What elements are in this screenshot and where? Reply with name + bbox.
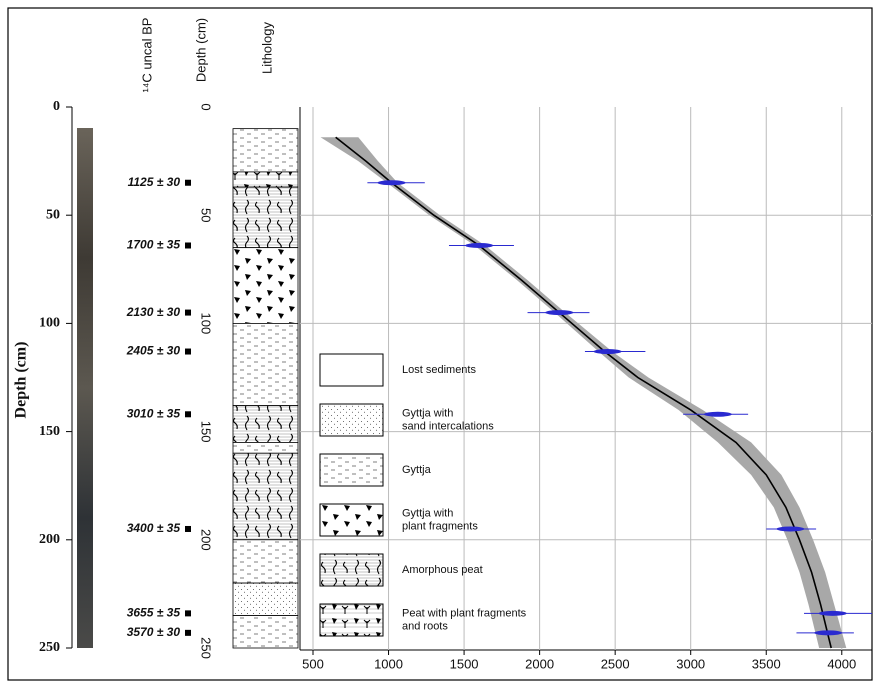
lithology-layer [233,406,298,443]
date-point [545,310,573,315]
y-tick-label: 250 [39,640,60,655]
y-tick-label: 200 [39,532,60,547]
legend-label: Gyttja with [402,407,453,419]
y-axis-title: Depth (cm) [13,342,30,419]
lithology-layer [233,540,298,583]
legend-label: plant fragments [402,520,478,532]
depth-tick-label: 150 [199,421,214,443]
depth-tick-label: 200 [199,529,214,551]
y-tick-label: 0 [53,99,60,114]
legend-swatch [320,604,383,636]
legend-label: sand intercalations [402,420,494,432]
date-label: 2405 ± 30 [126,344,181,358]
lithology-layer [233,453,298,540]
date-point [819,611,847,616]
date-label: 2130 ± 30 [126,305,181,319]
date-marker [185,349,191,355]
date-marker [185,630,191,636]
date-marker [185,526,191,532]
date-point [704,412,732,417]
date-label: 3570 ± 30 [127,625,181,639]
legend-label: and roots [402,620,448,632]
depth-tick-label: 250 [199,637,214,659]
legend-swatch [320,504,383,536]
legend-label: Gyttja with [402,507,453,519]
x-tick-label: 2000 [525,656,554,671]
depth-tick-label: 50 [199,208,214,222]
x-tick-label: 3500 [752,656,781,671]
uncertainty-band [321,137,847,648]
legend-swatch [320,554,383,586]
date-marker [185,180,191,186]
depth-header: Depth (cm) [193,18,208,82]
date-label: 3655 ± 35 [127,606,181,620]
depth-tick-label: 100 [199,313,214,335]
x-tick-label: 1000 [374,656,403,671]
y-tick-label: 50 [46,207,60,222]
lithology-layer [233,248,298,324]
legend-label: Gyttja [402,464,432,476]
x-tick-label: 3000 [676,656,705,671]
date-marker [185,310,191,316]
date-marker [185,411,191,417]
date-label: 3010 ± 35 [127,406,181,420]
legend-label: Amorphous peat [402,564,483,576]
lithology-layer [233,442,298,453]
legend-swatch [320,354,383,386]
legend-label: Lost sediments [402,364,476,376]
lithology-layer [233,583,298,615]
x-tick-label: 500 [302,656,324,671]
date-label: 1700 ± 35 [127,238,181,252]
lithology-layer [233,172,298,187]
date-point [594,349,622,354]
legend-swatch [320,454,383,486]
y-tick-label: 100 [39,316,60,331]
lithology-header: Lithology [259,21,274,74]
date-marker [185,242,191,248]
core-photo [77,128,93,648]
x-tick-label: 1500 [450,656,479,671]
date-point [465,243,493,248]
depth-tick-label: 0 [199,103,214,110]
lithology-layer [233,187,298,248]
legend-label: Peat with plant fragments [402,607,527,619]
y-tick-label: 150 [39,424,60,439]
x-tick-label: 4000 [827,656,856,671]
dates-header: ¹⁴C uncal BP [139,18,154,93]
lithology-layer [233,616,298,648]
date-point [776,526,804,531]
legend-swatch [320,404,383,436]
date-point [814,630,842,635]
lithology-layer [233,129,298,172]
lithology-layer [233,323,298,405]
x-tick-label: 2500 [601,656,630,671]
date-marker [185,610,191,616]
date-label: 1125 ± 30 [128,175,181,189]
figure: Depth (cm) ¹⁴C uncal BP Depth (cm) Litho… [0,0,877,686]
date-point [378,180,406,185]
date-label: 3400 ± 35 [127,521,181,535]
